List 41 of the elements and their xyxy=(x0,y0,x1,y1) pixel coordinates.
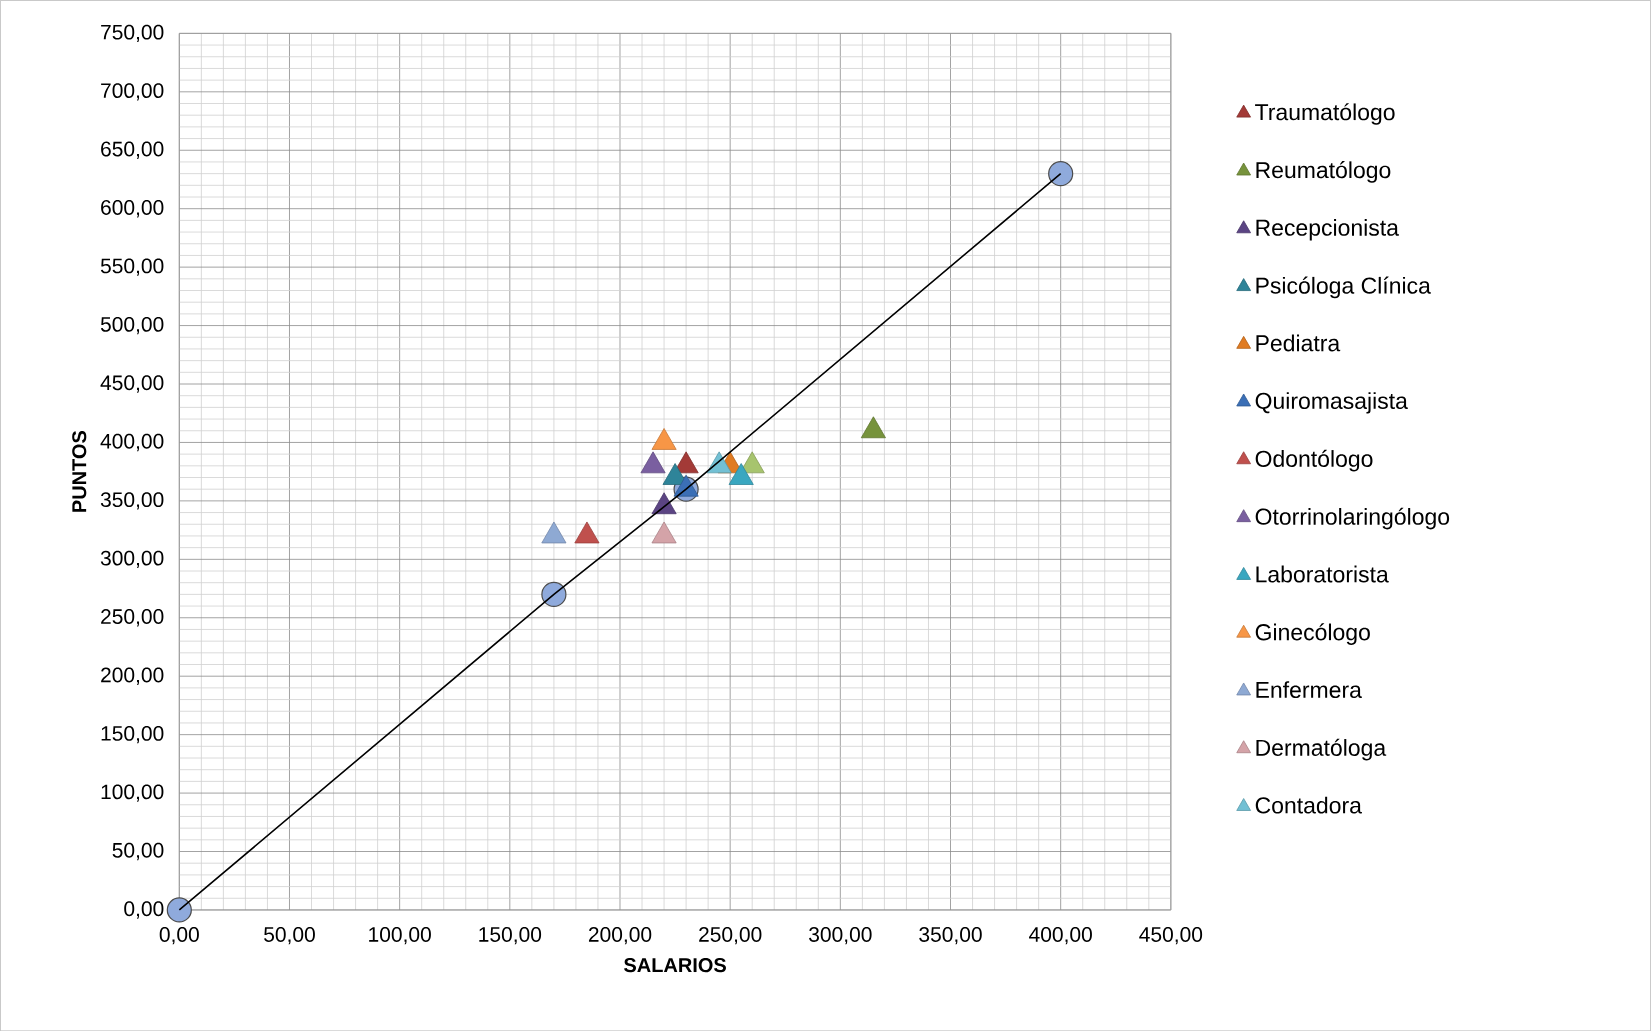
y-tick-label: 350,00 xyxy=(100,492,164,510)
y-tick-label: 250,00 xyxy=(101,608,164,627)
x-tick-label: 300,00 xyxy=(809,926,872,945)
y-tick-label: 500,00 xyxy=(100,316,164,335)
y-tick-label: 700,00 xyxy=(101,83,164,101)
legend-label: Pediatra xyxy=(1256,334,1341,352)
legend-label: Reumatólogo xyxy=(1256,160,1391,183)
x-tick-label: 150,00 xyxy=(479,926,542,945)
x-axis-title: SALARIOS xyxy=(624,957,726,973)
y-axis-title: PUNTOS xyxy=(72,430,87,512)
y-tick-label: 400,00 xyxy=(100,433,164,451)
legend-label: Ginecólogo xyxy=(1255,623,1370,645)
legend-label: Otorrinolaringólogo xyxy=(1255,507,1450,530)
legend-label: Contadora xyxy=(1255,796,1362,814)
x-tick-label: 250,00 xyxy=(699,926,762,945)
y-tick-label: 200,00 xyxy=(101,667,164,685)
legend-label: Enfermera xyxy=(1256,681,1362,698)
x-tick-label: 450,00 xyxy=(1139,926,1203,945)
legend-label: Odontólogo xyxy=(1255,449,1373,472)
y-tick-label: 600,00 xyxy=(101,199,164,218)
legend-label: Psicóloga Clínica xyxy=(1256,276,1431,299)
x-tick-label: 0,00 xyxy=(159,926,199,945)
legend-label: Recepcionista xyxy=(1256,218,1399,241)
y-tick-label: 150,00 xyxy=(101,725,164,744)
x-tick-label: 100,00 xyxy=(369,926,431,945)
legend-label: Dermatóloga xyxy=(1256,738,1387,761)
x-tick-label: 200,00 xyxy=(588,926,652,945)
x-tick-label: 50,00 xyxy=(264,926,315,945)
y-tick-label: 750,00 xyxy=(101,24,164,42)
y-tick-label: 550,00 xyxy=(100,258,164,276)
x-tick-label: 350,00 xyxy=(919,926,982,945)
y-tick-label: 50,00 xyxy=(112,842,164,861)
y-tick-label: 0,00 xyxy=(124,901,164,919)
y-tick-label: 450,00 xyxy=(100,375,164,393)
legend-label: Laboratorista xyxy=(1256,565,1389,583)
y-tick-label: 300,00 xyxy=(100,550,164,568)
legend-label: Quiromasajista xyxy=(1255,392,1408,414)
y-tick-label: 100,00 xyxy=(101,784,164,802)
legend-label: Traumatólogo xyxy=(1255,103,1395,125)
x-tick-label: 400,00 xyxy=(1029,926,1092,945)
y-tick-label: 650,00 xyxy=(101,141,164,159)
